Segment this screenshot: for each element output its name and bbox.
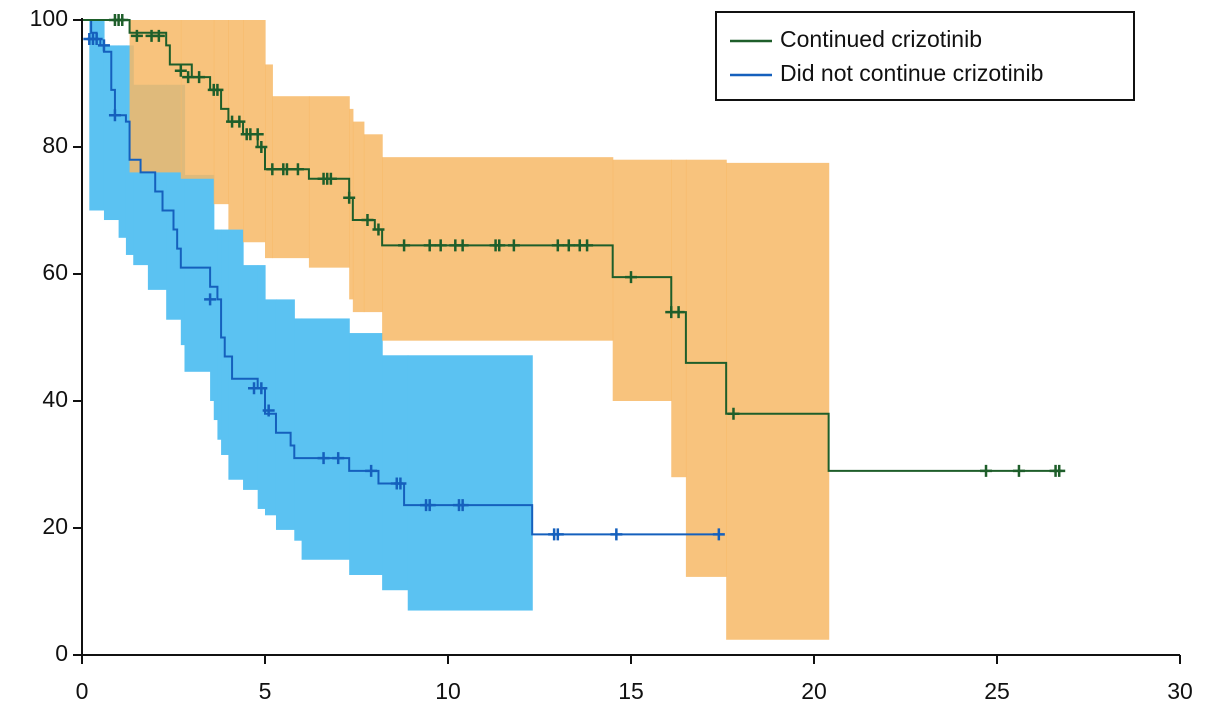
ci-band <box>265 64 273 259</box>
legend: Continued crizotinib Did not continue cri… <box>715 11 1135 101</box>
ci-band <box>243 265 259 490</box>
x-tick-label: 30 <box>1167 678 1193 704</box>
censor-mark <box>365 464 378 477</box>
y-tick-label: 60 <box>42 259 68 285</box>
censor-mark <box>116 14 129 26</box>
ci-band <box>726 162 830 640</box>
censor-mark <box>324 172 337 185</box>
legend-label: Continued crizotinib <box>780 26 982 52</box>
ci-band <box>210 174 215 401</box>
ci-band <box>671 159 687 478</box>
ci-band <box>294 318 303 541</box>
censor-mark <box>317 452 330 465</box>
censor-mark <box>108 109 121 122</box>
ci-band <box>265 299 277 516</box>
censor-mark <box>182 71 195 84</box>
x-tick-label: 10 <box>435 678 461 704</box>
ci-band <box>243 20 266 243</box>
ci-band <box>272 96 310 259</box>
censor-mark <box>423 239 436 252</box>
censor-mark <box>193 71 206 84</box>
ci-band <box>382 157 614 341</box>
censor-mark <box>130 29 143 42</box>
censor-mark <box>434 239 447 252</box>
censor-mark <box>255 382 268 395</box>
censor-mark <box>291 163 304 176</box>
censor-mark <box>394 477 407 490</box>
ci-band <box>407 355 533 611</box>
ci-band <box>275 299 295 530</box>
x-tick-label: 15 <box>618 678 644 704</box>
ci-band <box>363 134 383 313</box>
censor-mark <box>372 223 385 236</box>
censor-mark <box>361 214 374 227</box>
legend-box <box>715 11 1135 101</box>
censor-mark <box>255 141 268 153</box>
ci-band <box>180 84 186 346</box>
censor-mark <box>493 239 506 252</box>
ci-band <box>129 20 182 173</box>
ci-band <box>612 159 672 401</box>
censor-mark <box>980 464 993 477</box>
ci-band <box>228 20 244 230</box>
censor-mark <box>262 404 275 417</box>
x-tick-label: 25 <box>984 678 1010 704</box>
x-tick-label: 5 <box>259 678 272 704</box>
censor-mark <box>90 33 103 46</box>
censor-mark <box>398 239 411 252</box>
x-tick-label: 20 <box>801 678 827 704</box>
censor-mark <box>712 528 725 541</box>
censor-mark <box>251 128 264 141</box>
censor-mark <box>233 115 246 128</box>
y-tick-label: 80 <box>42 132 68 158</box>
censor-mark <box>1012 464 1025 477</box>
censor-mark <box>562 239 575 252</box>
censor-mark <box>266 163 279 176</box>
censor-mark <box>174 64 187 77</box>
km-curve <box>82 19 723 536</box>
censor-mark <box>551 528 564 541</box>
ci-band <box>685 159 727 577</box>
censor-mark <box>507 239 520 252</box>
censor-mark <box>211 83 224 96</box>
ci-band <box>213 20 229 205</box>
ci-band <box>308 96 350 268</box>
censor-mark <box>423 499 436 512</box>
censor-mark <box>456 239 469 252</box>
ci-band <box>301 318 350 560</box>
ci-band <box>184 174 211 372</box>
y-tick-label: 40 <box>42 386 68 412</box>
censor-mark <box>610 528 623 541</box>
ci-band <box>213 229 219 421</box>
y-tick-label: 0 <box>55 640 68 666</box>
ci-band <box>349 108 354 300</box>
censor-mark <box>332 452 345 465</box>
censor-mark <box>625 271 637 284</box>
censor-mark <box>581 239 594 252</box>
y-tick-label: 20 <box>42 513 68 539</box>
censor-mark <box>343 191 356 204</box>
censor-mark <box>97 39 110 52</box>
censor-mark <box>456 499 469 512</box>
ci-band <box>382 355 409 591</box>
censor-mark <box>551 239 564 252</box>
censor-mark <box>204 293 217 306</box>
ci-band <box>352 121 365 313</box>
censor-mark <box>1053 464 1066 477</box>
censor-mark <box>152 29 165 42</box>
censor-mark <box>727 407 740 420</box>
ci-band <box>228 229 244 480</box>
ci-band <box>217 229 222 440</box>
ci-band <box>349 333 383 575</box>
censor-mark <box>672 306 685 319</box>
legend-label: Did not continue crizotinib <box>780 60 1043 86</box>
x-tick-label: 0 <box>76 678 89 704</box>
y-tick-label: 100 <box>30 5 68 31</box>
ci-band <box>180 20 215 179</box>
censor-mark <box>280 163 293 176</box>
ci-band <box>89 20 105 211</box>
ci-band <box>118 45 127 238</box>
